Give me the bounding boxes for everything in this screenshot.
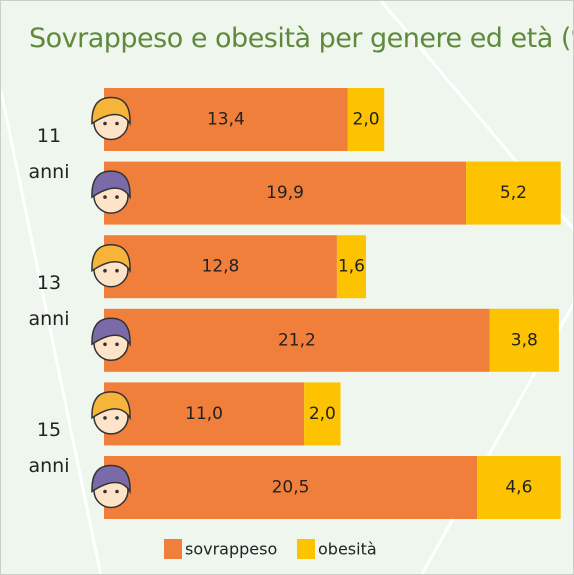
value-label: 21,2 [278, 330, 316, 350]
eye-icon [115, 490, 119, 494]
value-label: 3,8 [511, 330, 538, 350]
eye-icon [115, 195, 119, 199]
eye-icon [103, 416, 107, 420]
group-label: 15 anni [23, 412, 75, 484]
legend-swatch [164, 539, 182, 559]
value-label: 19,9 [266, 183, 304, 203]
eye-icon [103, 195, 107, 199]
eye-icon [115, 343, 119, 347]
legend-label: obesità [318, 540, 377, 559]
chart: 13,4 2,0 19,9 5,2 12,8 1,6 21,2 3,8 11,0 2,0 20,5 4… [0, 0, 574, 575]
value-label: 12,8 [202, 257, 240, 277]
value-label: 2,0 [353, 110, 380, 130]
value-label: 5,2 [500, 183, 527, 203]
eye-icon [115, 269, 119, 273]
value-label: 20,5 [272, 478, 310, 498]
value-label: 13,4 [207, 110, 245, 130]
value-label: 4,6 [505, 478, 532, 498]
legend-swatch [297, 539, 315, 559]
eye-icon [103, 490, 107, 494]
eye-icon [115, 416, 119, 420]
value-label: 1,6 [338, 257, 365, 277]
eye-icon [103, 343, 107, 347]
value-label: 2,0 [309, 404, 336, 424]
legend-label: sovrappeso [185, 540, 277, 559]
chart-canvas: 13,4 2,0 19,9 5,2 12,8 1,6 21,2 3,8 11,0 2,0 20,5 4… [1, 1, 574, 575]
eye-icon [103, 122, 107, 126]
value-label: 11,0 [185, 404, 223, 424]
eye-icon [103, 269, 107, 273]
group-label: 13 anni [23, 265, 75, 337]
chart-title: Sovrappeso e obesità per genere ed età (… [29, 23, 574, 54]
eye-icon [115, 122, 119, 126]
group-label: 11 anni [23, 118, 75, 190]
